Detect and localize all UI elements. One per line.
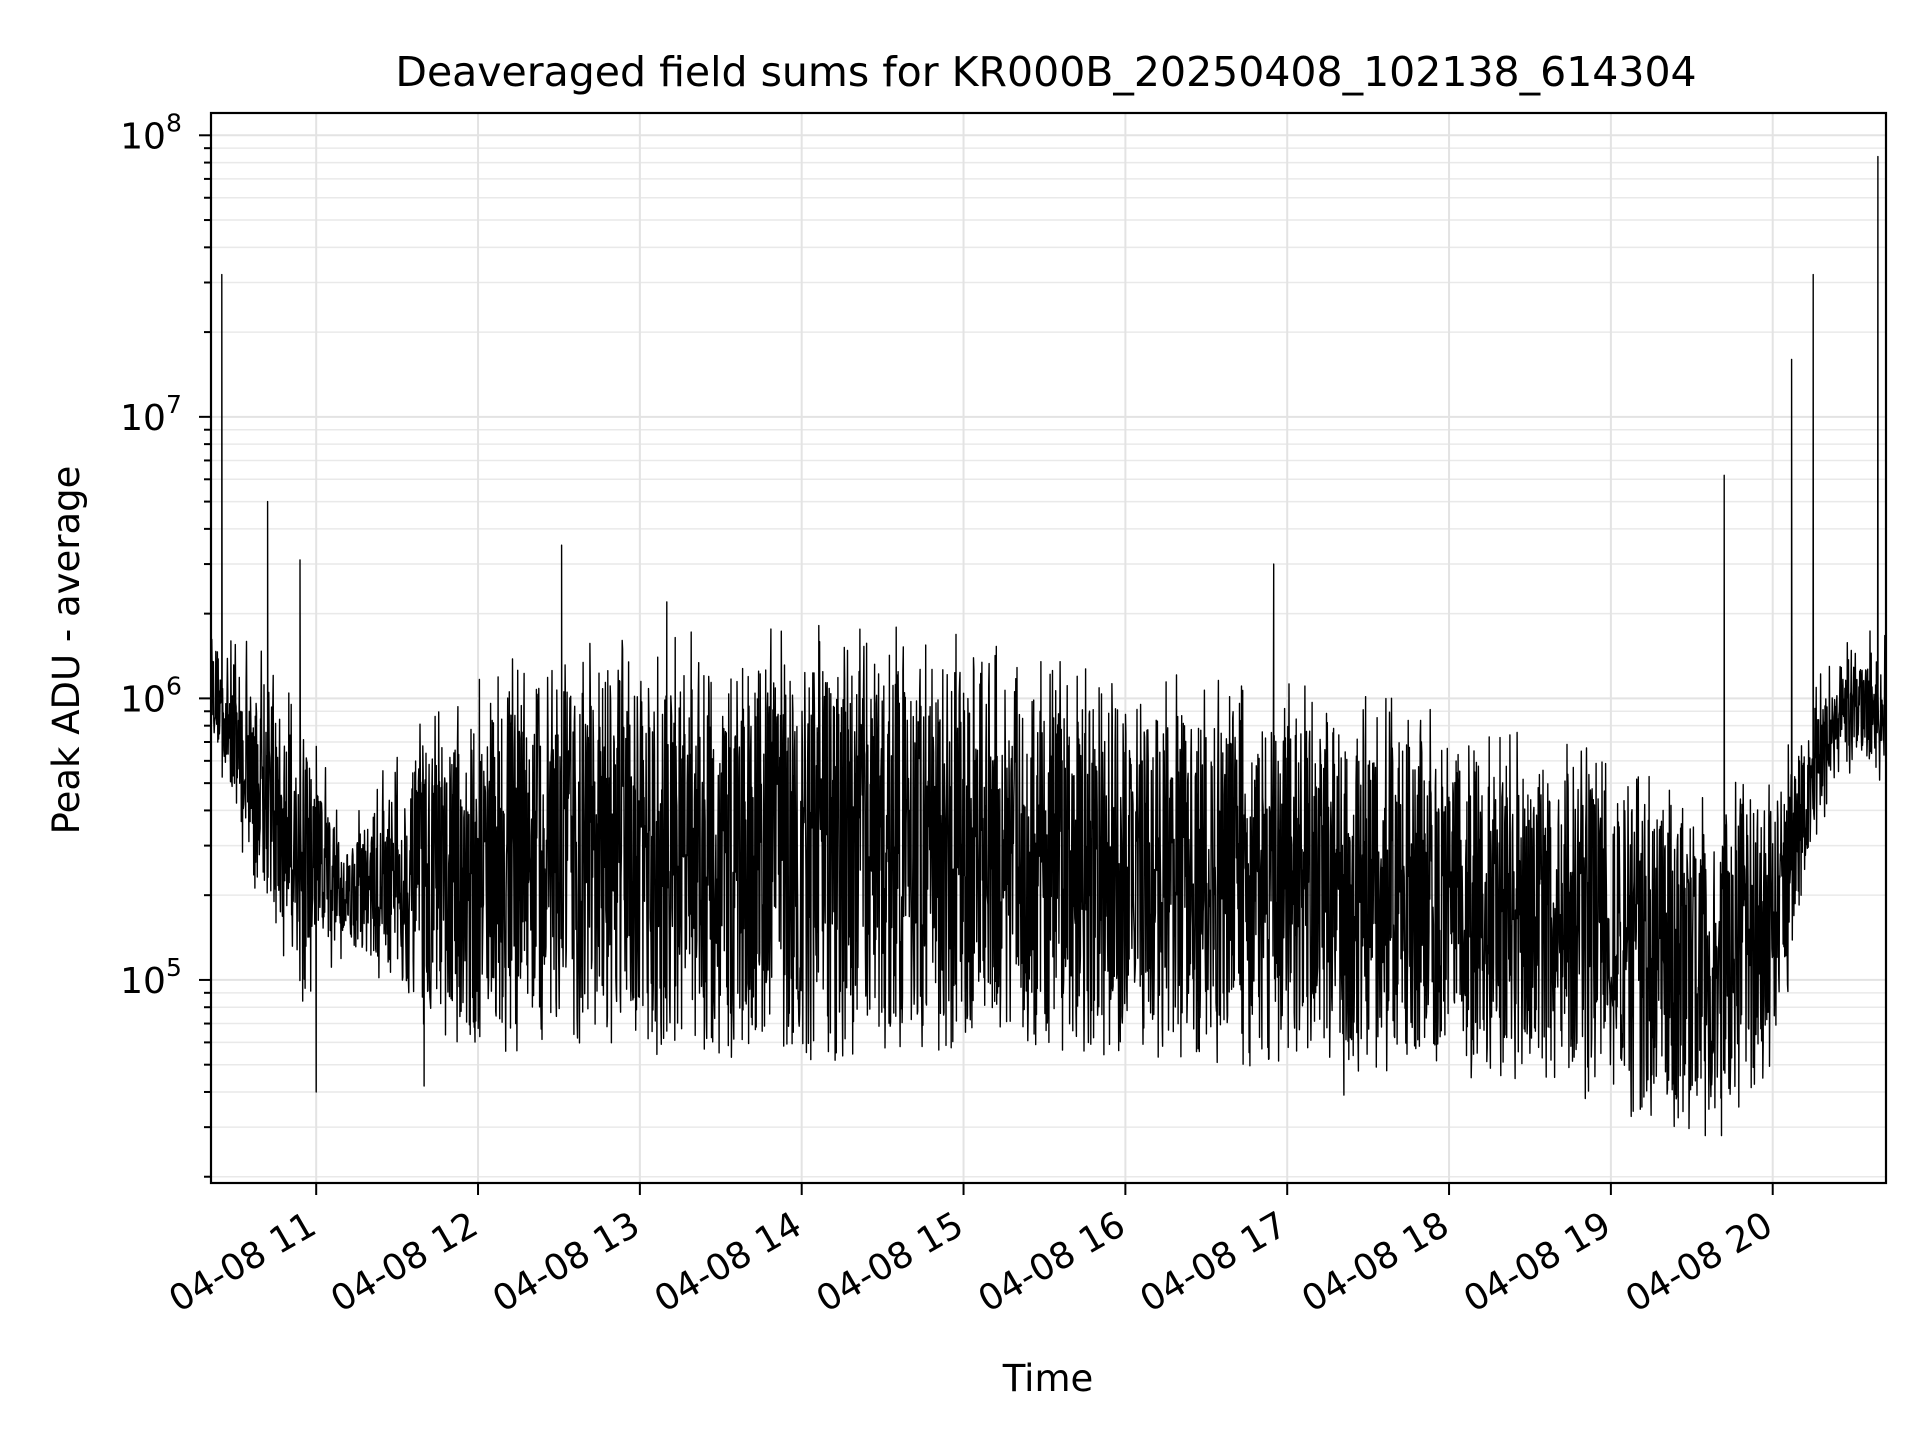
x-axis-label: Time (1002, 1357, 1094, 1400)
x-tick-label: 04-08 19 (1457, 1204, 1618, 1320)
y-tick-label: 107 (120, 390, 182, 439)
chart-title: Deaveraged field sums for KR000B_2025040… (395, 48, 1696, 96)
x-tick-label: 04-08 12 (324, 1204, 485, 1320)
x-tick-label: 04-08 15 (810, 1204, 971, 1320)
x-tick-label: 04-08 17 (1133, 1204, 1294, 1320)
x-tick-label: 04-08 16 (972, 1204, 1133, 1320)
series-line (210, 155, 1887, 1137)
x-tick-label: 04-08 20 (1619, 1204, 1780, 1320)
x-tick-label: 04-08 13 (486, 1204, 647, 1320)
plot-frame (209, 111, 1888, 1185)
y-tick-label: 106 (120, 671, 182, 720)
x-tick-label: 04-08 11 (162, 1204, 323, 1320)
y-tick-label: 105 (120, 953, 182, 1002)
x-tick-label: 04-08 14 (648, 1204, 809, 1320)
x-axis: 04-08 11 04-08 12 04-08 13 04-08 14 04-08 15… (162, 1183, 1780, 1321)
x-tick-label: 04-08 18 (1295, 1204, 1456, 1320)
y-axis-label: Peak ADU - average (45, 466, 88, 835)
y-tick-label: 108 (120, 108, 182, 157)
y-axis: 105 106 107 108 (120, 108, 211, 1178)
